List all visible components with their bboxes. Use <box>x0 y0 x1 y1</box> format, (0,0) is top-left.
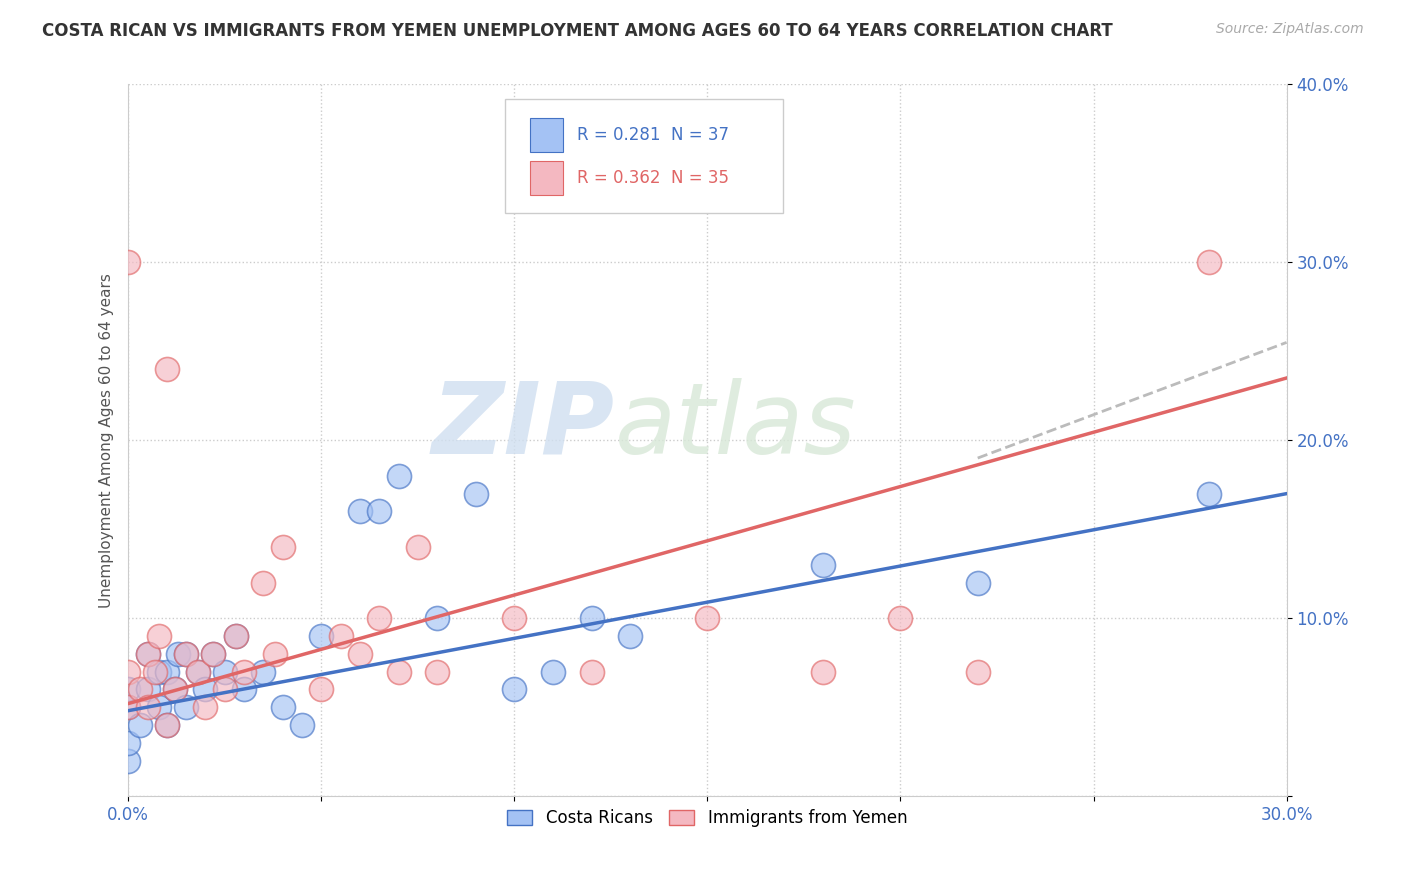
Point <box>174 647 197 661</box>
Point <box>252 665 274 679</box>
Point <box>136 647 159 661</box>
Point <box>329 629 352 643</box>
Point <box>225 629 247 643</box>
Point <box>117 736 139 750</box>
Point <box>464 486 486 500</box>
Point <box>1198 255 1220 269</box>
Point <box>311 629 333 643</box>
Point <box>128 682 150 697</box>
Point <box>813 558 835 572</box>
Point <box>349 504 371 518</box>
Point <box>426 611 449 625</box>
Text: atlas: atlas <box>614 377 856 475</box>
Point <box>117 682 139 697</box>
Point <box>156 718 179 732</box>
Point <box>214 682 236 697</box>
Point <box>163 682 186 697</box>
Point <box>156 665 179 679</box>
Point <box>136 682 159 697</box>
Point <box>264 647 287 661</box>
Legend: Costa Ricans, Immigrants from Yemen: Costa Ricans, Immigrants from Yemen <box>501 803 914 834</box>
Point <box>387 665 409 679</box>
Point <box>202 647 225 661</box>
Point <box>291 718 314 732</box>
Point <box>1198 486 1220 500</box>
Point <box>136 700 159 714</box>
Text: Source: ZipAtlas.com: Source: ZipAtlas.com <box>1216 22 1364 37</box>
Point <box>117 754 139 768</box>
Y-axis label: Unemployment Among Ages 60 to 64 years: Unemployment Among Ages 60 to 64 years <box>100 273 114 607</box>
Point <box>368 504 391 518</box>
Point <box>156 718 179 732</box>
Point <box>503 611 526 625</box>
Text: R = 0.362  N = 35: R = 0.362 N = 35 <box>576 169 728 186</box>
Point <box>813 665 835 679</box>
Point <box>202 647 225 661</box>
Point <box>252 575 274 590</box>
FancyBboxPatch shape <box>505 99 783 212</box>
Point <box>271 540 294 554</box>
Point <box>233 665 256 679</box>
Point <box>966 575 988 590</box>
Point <box>889 611 911 625</box>
Point <box>581 611 603 625</box>
Point <box>406 540 429 554</box>
Point <box>117 700 139 714</box>
Point <box>128 718 150 732</box>
Point <box>174 700 197 714</box>
Point <box>696 611 718 625</box>
Point <box>167 647 190 661</box>
Point <box>156 362 179 376</box>
Point <box>349 647 371 661</box>
Point <box>271 700 294 714</box>
Point <box>368 611 391 625</box>
Point <box>174 647 197 661</box>
Point <box>214 665 236 679</box>
Point <box>187 665 209 679</box>
Point <box>148 665 170 679</box>
Point <box>136 647 159 661</box>
Point <box>541 665 564 679</box>
Point <box>581 665 603 679</box>
Point <box>233 682 256 697</box>
Point <box>426 665 449 679</box>
Point <box>148 629 170 643</box>
Text: COSTA RICAN VS IMMIGRANTS FROM YEMEN UNEMPLOYMENT AMONG AGES 60 TO 64 YEARS CORR: COSTA RICAN VS IMMIGRANTS FROM YEMEN UNE… <box>42 22 1114 40</box>
Text: ZIP: ZIP <box>432 377 614 475</box>
Point <box>311 682 333 697</box>
Point <box>225 629 247 643</box>
Point <box>503 682 526 697</box>
Point <box>194 700 217 714</box>
Point <box>187 665 209 679</box>
Bar <box>530 161 562 194</box>
Point <box>163 682 186 697</box>
Point <box>117 665 139 679</box>
Bar <box>530 118 562 152</box>
Point <box>194 682 217 697</box>
Point <box>148 700 170 714</box>
Point <box>387 468 409 483</box>
Point <box>117 255 139 269</box>
Point <box>966 665 988 679</box>
Point <box>143 665 166 679</box>
Point <box>117 700 139 714</box>
Text: R = 0.281  N = 37: R = 0.281 N = 37 <box>576 126 728 144</box>
Point <box>619 629 641 643</box>
